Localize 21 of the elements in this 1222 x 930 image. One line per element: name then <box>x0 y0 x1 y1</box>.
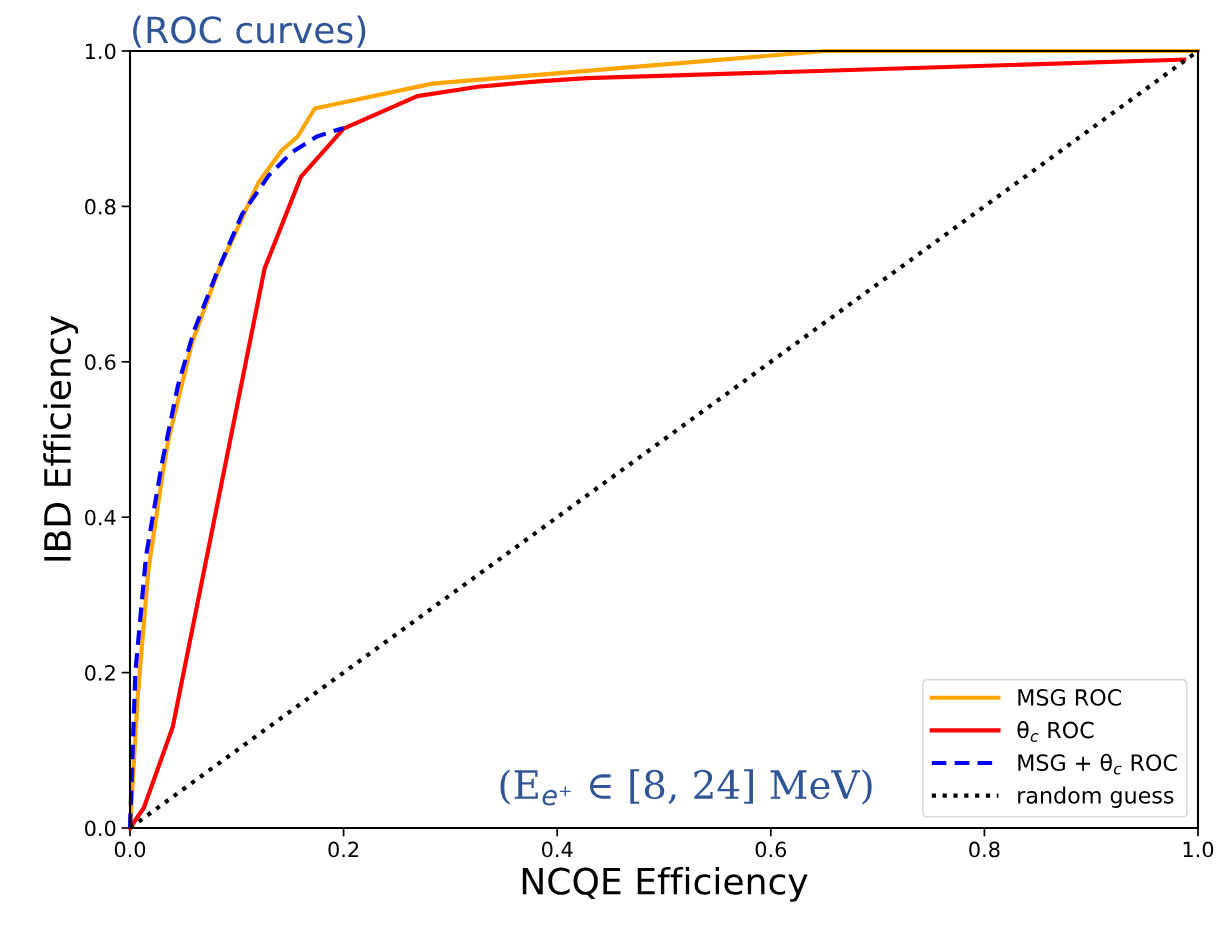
y-tick-label: 0.0 <box>85 820 116 837</box>
x-tick-label: 0.4 <box>542 841 573 858</box>
y-tick-label: 0.2 <box>85 665 115 681</box>
line-series <box>127 125 346 831</box>
y-tick-label: 0.4 <box>85 509 116 526</box>
y-tick-label: 0.6 <box>85 354 116 371</box>
x-tick-label: 0.8 <box>969 841 1000 858</box>
text: (ROC curves) <box>133 15 366 48</box>
legend-label: MSG ROC <box>1018 689 1122 706</box>
legend-label: MSG + θ$_{c}$ ROC <box>1018 753 1177 775</box>
y-tick-label: 0.8 <box>85 198 116 215</box>
x-axis-title: NCQE Efficiency <box>522 866 808 902</box>
y-axis-title: IBD Efficiency <box>43 315 79 561</box>
legend-label: θ$_{c}$ ROC <box>1017 721 1094 742</box>
x-tick-label: 0.0 <box>114 841 146 858</box>
legend-label: random guess <box>1018 786 1174 808</box>
x-tick-label: 0.2 <box>328 841 359 858</box>
x-tick-label: 0.6 <box>755 841 787 858</box>
x-tick-label: 1.0 <box>1183 841 1214 858</box>
annotation: (E$_{e⁺}$ ∈ [8, 24] MeV) <box>500 769 872 806</box>
y-tick-label: 1.0 <box>85 43 116 60</box>
